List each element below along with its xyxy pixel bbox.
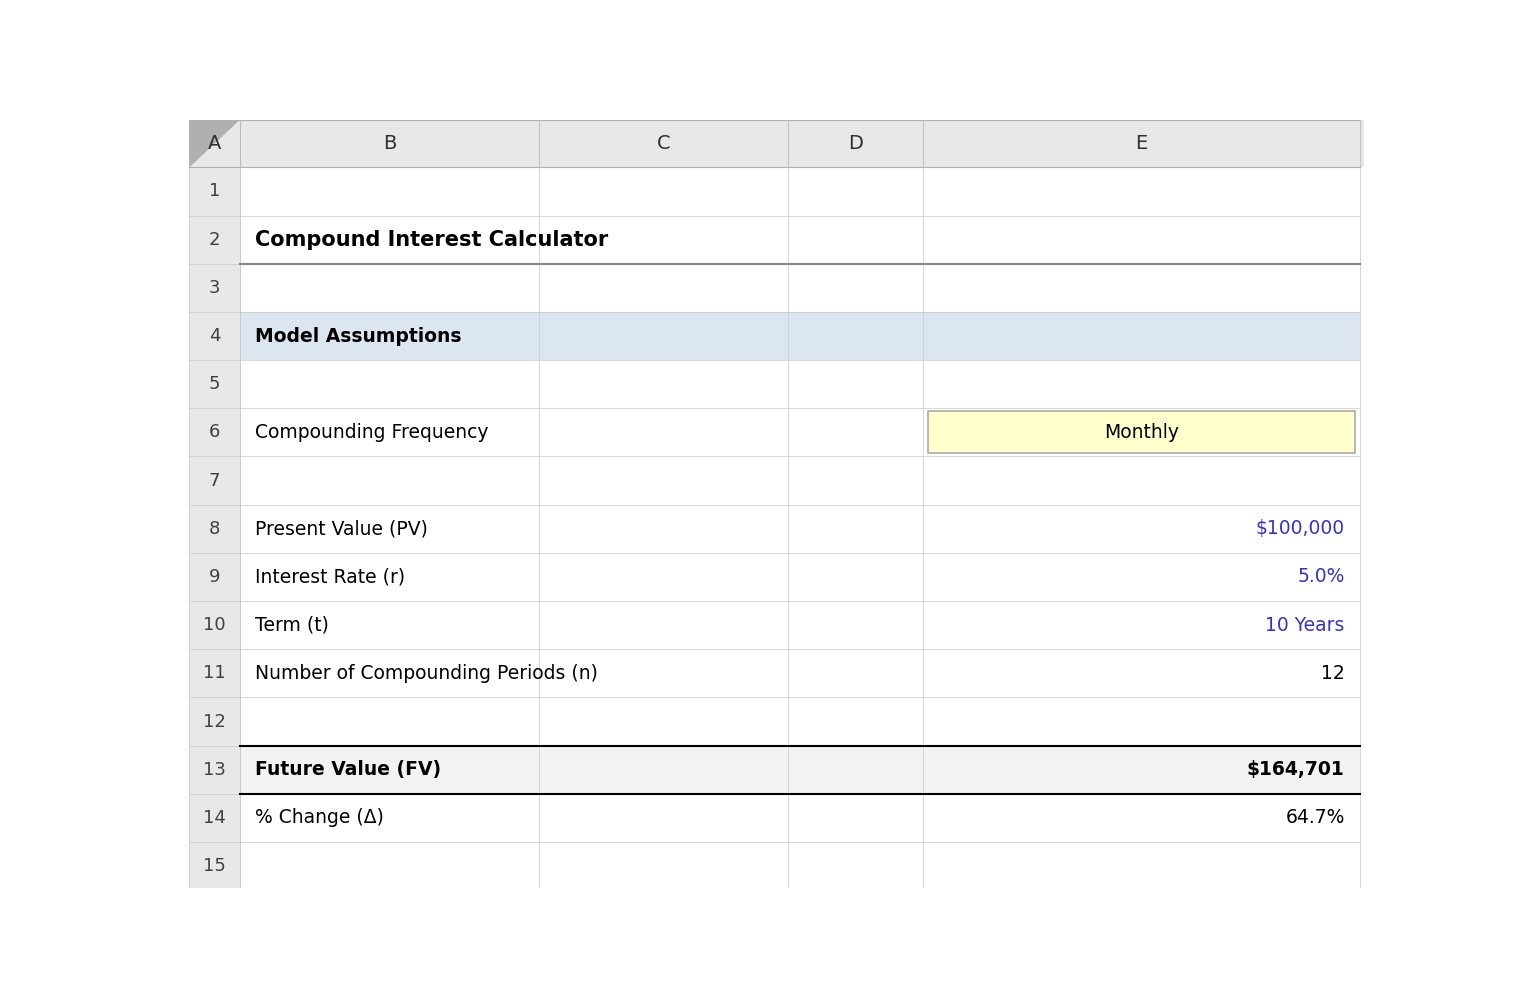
- Bar: [189, 553, 239, 601]
- Bar: [189, 456, 239, 505]
- Bar: [189, 793, 239, 842]
- Text: 14: 14: [203, 808, 226, 827]
- Bar: [189, 746, 239, 793]
- Text: Monthly: Monthly: [1104, 423, 1179, 442]
- Bar: [189, 601, 239, 650]
- Text: Future Value (FV): Future Value (FV): [255, 760, 441, 779]
- Text: Interest Rate (r): Interest Rate (r): [255, 568, 405, 587]
- Bar: [189, 650, 239, 698]
- Text: $100,000: $100,000: [1256, 519, 1345, 538]
- Text: A: A: [208, 134, 221, 153]
- Text: 5.0%: 5.0%: [1297, 568, 1345, 587]
- Text: E: E: [1135, 134, 1148, 153]
- Bar: [189, 505, 239, 553]
- Text: % Change (Δ): % Change (Δ): [255, 808, 383, 827]
- Text: Present Value (PV): Present Value (PV): [255, 519, 429, 538]
- Text: D: D: [848, 134, 864, 153]
- Text: 10 Years: 10 Years: [1265, 616, 1345, 635]
- Text: 1: 1: [209, 183, 220, 201]
- Bar: [189, 842, 239, 890]
- Text: 4: 4: [209, 327, 220, 345]
- Text: Compounding Frequency: Compounding Frequency: [255, 423, 489, 442]
- Bar: [189, 408, 239, 456]
- Text: B: B: [383, 134, 397, 153]
- Text: 9: 9: [209, 568, 220, 586]
- Polygon shape: [189, 120, 239, 168]
- Text: 10: 10: [203, 616, 226, 634]
- Bar: [239, 312, 1360, 360]
- Bar: [189, 168, 239, 216]
- Bar: [189, 263, 239, 312]
- Text: 3: 3: [209, 278, 220, 296]
- Text: Compound Interest Calculator: Compound Interest Calculator: [255, 230, 609, 250]
- Text: $164,701: $164,701: [1247, 760, 1345, 779]
- Text: Model Assumptions: Model Assumptions: [255, 326, 462, 345]
- Text: 11: 11: [203, 665, 226, 683]
- Text: 12: 12: [1321, 664, 1345, 683]
- Text: 13: 13: [203, 760, 226, 778]
- Text: 15: 15: [203, 857, 226, 875]
- Text: C: C: [658, 134, 671, 153]
- Bar: [189, 312, 239, 360]
- Bar: [189, 360, 239, 408]
- Text: 8: 8: [209, 520, 220, 538]
- Bar: [189, 120, 1364, 168]
- Text: 2: 2: [209, 231, 220, 249]
- Text: 12: 12: [203, 713, 226, 731]
- Text: 64.7%: 64.7%: [1285, 808, 1345, 827]
- Text: 5: 5: [209, 375, 220, 393]
- Bar: [189, 216, 239, 263]
- Bar: [239, 746, 1360, 793]
- Text: 7: 7: [209, 472, 220, 490]
- Text: 6: 6: [209, 423, 220, 441]
- Text: Number of Compounding Periods (n): Number of Compounding Periods (n): [255, 664, 598, 683]
- Text: Term (t): Term (t): [255, 616, 329, 635]
- Bar: [927, 411, 1356, 453]
- Bar: [189, 698, 239, 746]
